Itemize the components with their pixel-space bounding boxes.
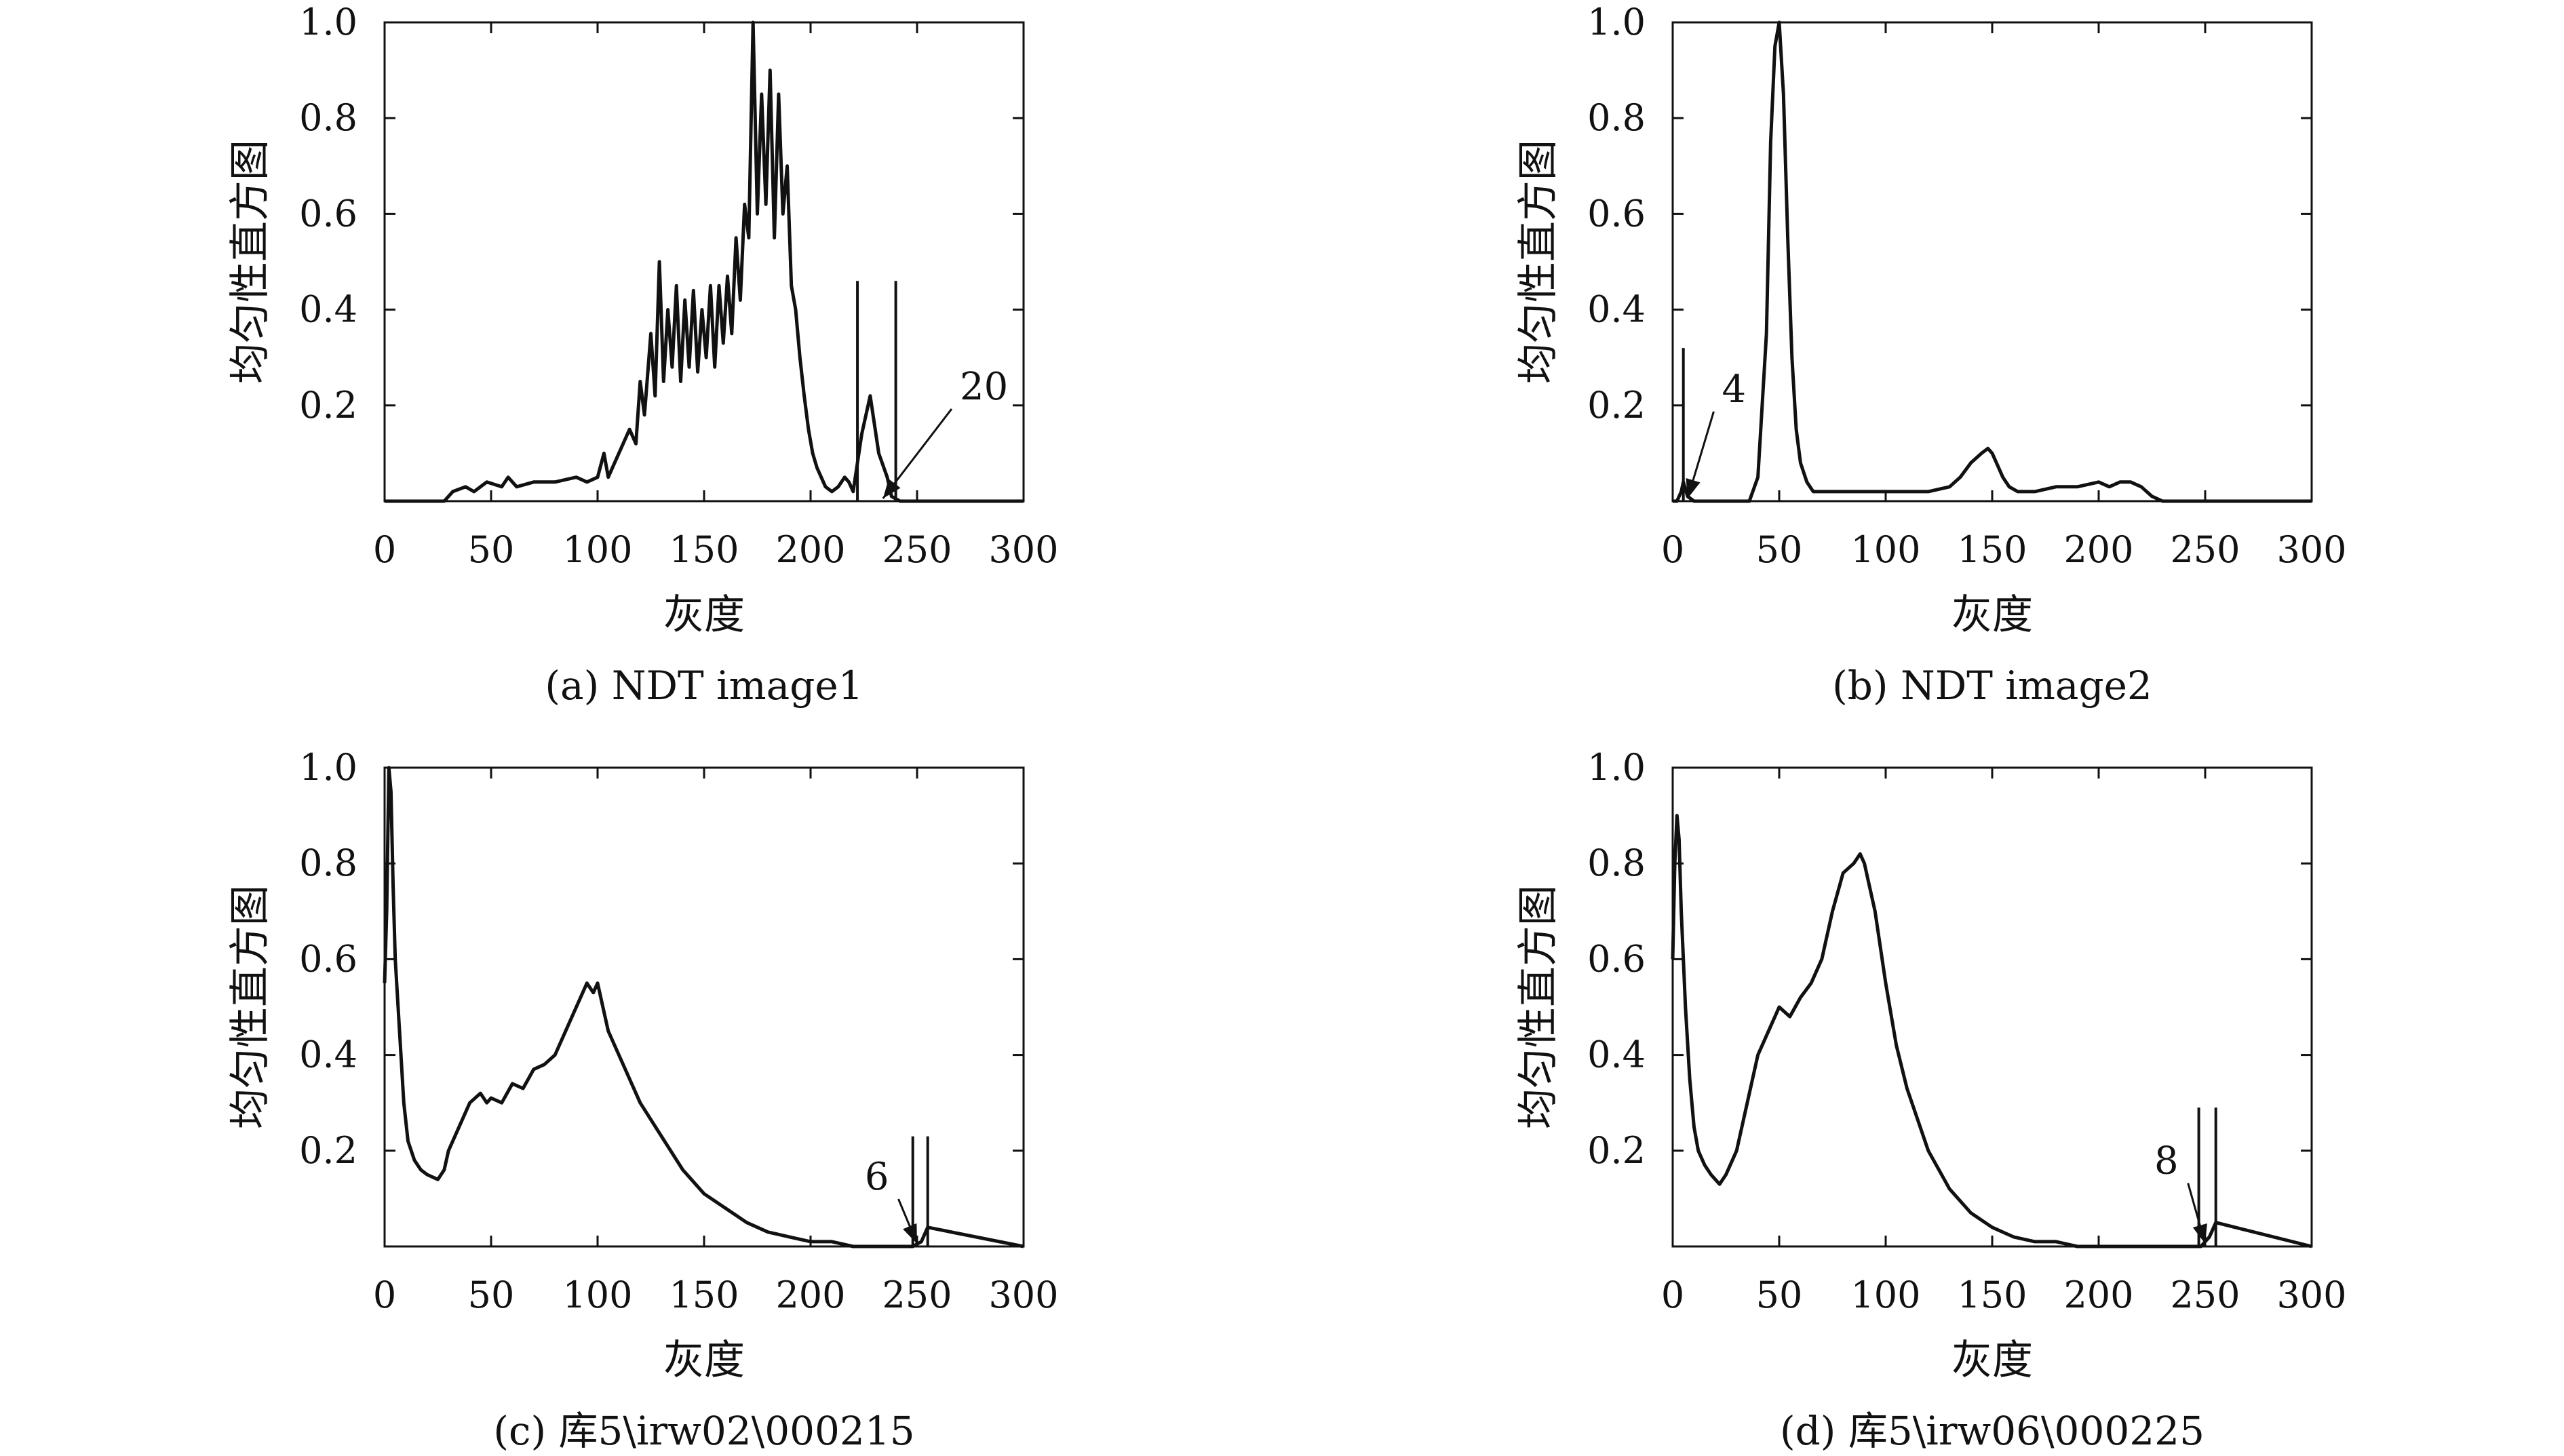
x-tick-label: 250 — [882, 528, 952, 571]
y-tick-label: 1.0 — [1587, 1, 1646, 43]
x-tick-label: 250 — [2170, 1274, 2240, 1316]
chart-panel-b: 0.2 0.4 0.6 0.8 1.0 0 50 100 150 200 250 300 灰度 均匀性直方… — [1515, 1, 2347, 709]
x-tick-label: 150 — [1957, 1274, 2027, 1316]
annotation-label: 8 — [2154, 1139, 2179, 1183]
y-tick-label: 1.0 — [299, 746, 357, 789]
y-tick-label: 0.4 — [1587, 1034, 1646, 1076]
x-tick-label: 0 — [1661, 528, 1684, 571]
x-axis-label: 灰度 — [663, 1337, 745, 1384]
chart-panel-c: 0.2 0.4 0.6 0.8 1.0 0 50 100 150 200 250 300 灰度 均匀性直方… — [227, 746, 1059, 1454]
y-tick-label: 0.2 — [299, 1129, 357, 1172]
x-tick-label: 150 — [669, 528, 739, 571]
x-tick-label: 300 — [988, 528, 1058, 571]
y-axis-label: 均匀性直方图 — [1515, 885, 1562, 1129]
y-tick-label: 0.6 — [1587, 192, 1646, 235]
annotation-arrow-head — [1686, 478, 1701, 498]
x-tick-label: 200 — [775, 1274, 845, 1316]
x-tick-label: 0 — [1661, 1274, 1684, 1316]
x-tick-label: 250 — [882, 1274, 952, 1316]
x-tick-label: 300 — [988, 1274, 1058, 1316]
x-tick-label: 50 — [468, 1274, 515, 1316]
x-tick-label: 0 — [373, 528, 396, 571]
series-line — [383, 766, 1024, 1248]
x-axis-label: 灰度 — [1951, 1337, 2033, 1384]
x-tick-label: 150 — [669, 1274, 739, 1316]
y-tick-label: 0.4 — [1587, 288, 1646, 331]
y-tick-label: 0.2 — [299, 384, 357, 427]
series-line — [1671, 814, 2312, 1248]
x-tick-label: 300 — [2276, 528, 2346, 571]
x-tick-label: 250 — [2170, 528, 2240, 571]
y-axis-label: 均匀性直方图 — [227, 885, 274, 1129]
series-line — [385, 20, 1024, 503]
y-tick-label: 0.8 — [1587, 842, 1646, 884]
series-line — [1673, 20, 2312, 503]
y-tick-label: 0.6 — [299, 192, 357, 235]
annotation-arrow-head — [2192, 1223, 2207, 1244]
y-tick-label: 0.6 — [299, 937, 357, 980]
x-tick-label: 100 — [1850, 1274, 1920, 1316]
y-axis-label: 均匀性直方图 — [1515, 140, 1562, 384]
x-tick-label: 100 — [1850, 528, 1920, 571]
panel-caption: (c) 库5\irw02\000215 — [493, 1408, 914, 1454]
y-tick-label: 0.8 — [299, 96, 357, 139]
x-tick-label: 50 — [1756, 1274, 1803, 1316]
y-tick-label: 0.2 — [1587, 1129, 1646, 1172]
y-tick-label: 0.2 — [1587, 384, 1646, 427]
annotation-arrow-head — [882, 479, 901, 498]
plot-frame — [383, 21, 1025, 503]
x-axis-label: 灰度 — [663, 591, 745, 639]
panel-caption: (a) NDT image1 — [545, 663, 863, 709]
annotation-label: 6 — [865, 1155, 889, 1199]
y-tick-label: 0.8 — [299, 842, 357, 884]
x-axis-label: 灰度 — [1951, 591, 2033, 639]
x-tick-label: 100 — [562, 528, 632, 571]
x-tick-label: 150 — [1957, 528, 2027, 571]
y-tick-label: 0.6 — [1587, 937, 1646, 980]
y-tick-label: 1.0 — [299, 1, 357, 43]
annotation-arrow-head — [903, 1223, 917, 1244]
x-tick-label: 300 — [2276, 1274, 2346, 1316]
x-tick-label: 50 — [1756, 528, 1803, 571]
panel-caption: (b) NDT image2 — [1832, 663, 2152, 709]
x-tick-label: 200 — [2063, 528, 2133, 571]
y-tick-label: 0.4 — [299, 1034, 357, 1076]
chart-panel-d: 0.2 0.4 0.6 0.8 1.0 0 50 100 150 200 250 300 灰度 均匀性直方… — [1515, 746, 2347, 1454]
x-tick-label: 200 — [2063, 1274, 2133, 1316]
annotation-label: 20 — [960, 365, 1008, 409]
x-tick-label: 100 — [562, 1274, 632, 1316]
panel-caption: (d) 库5\irw06\000225 — [1780, 1408, 2204, 1454]
x-tick-label: 50 — [468, 528, 515, 571]
y-tick-label: 0.8 — [1587, 96, 1646, 139]
x-tick-label: 0 — [373, 1274, 396, 1316]
y-tick-label: 0.4 — [299, 288, 357, 331]
x-tick-label: 200 — [775, 528, 845, 571]
annotation-label: 4 — [1722, 368, 1746, 412]
y-axis-label: 均匀性直方图 — [227, 140, 274, 384]
y-tick-label: 1.0 — [1587, 746, 1646, 789]
chart-panel-a: 0.2 0.4 0.6 0.8 1.0 0 50 100 150 200 250 300 灰度 均匀性直方… — [227, 1, 1059, 709]
